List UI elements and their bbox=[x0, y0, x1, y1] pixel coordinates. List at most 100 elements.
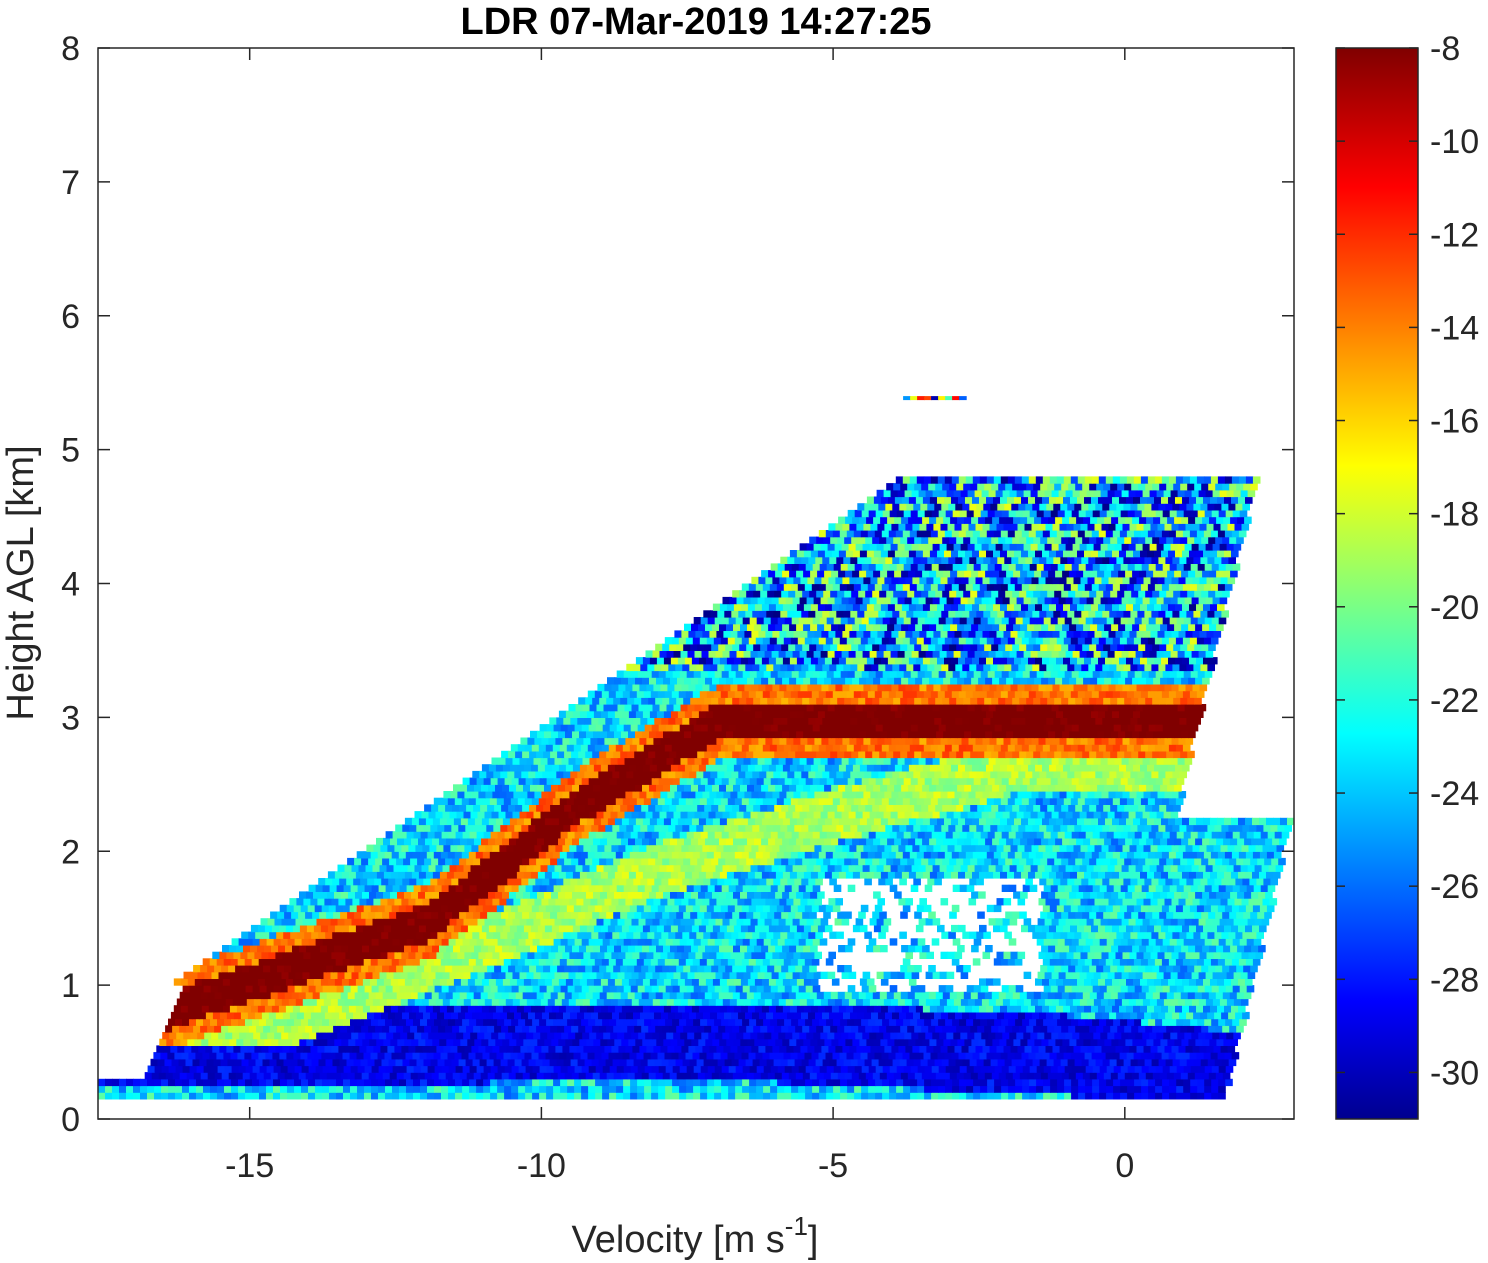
heatmap-cell bbox=[1120, 884, 1129, 892]
heatmap-cell bbox=[1173, 965, 1181, 973]
heatmap-cell bbox=[850, 1058, 859, 1067]
heatmap-cell bbox=[776, 904, 785, 913]
heatmap-cell bbox=[841, 998, 850, 1006]
heatmap-cell bbox=[291, 991, 300, 1000]
heatmap-cell bbox=[777, 1078, 785, 1087]
heatmap-cell bbox=[796, 924, 805, 933]
heatmap-cell bbox=[1176, 1078, 1184, 1087]
heatmap-cell bbox=[1182, 1052, 1191, 1060]
heatmap-cell bbox=[605, 878, 613, 886]
heatmap-cell bbox=[1018, 1011, 1026, 1020]
heatmap-cell bbox=[925, 864, 934, 872]
heatmap-cell bbox=[740, 945, 748, 953]
heatmap-cell bbox=[787, 1058, 796, 1067]
heatmap-cell bbox=[648, 1072, 657, 1080]
heatmap-cell bbox=[667, 1045, 675, 1053]
heatmap-cell bbox=[551, 978, 560, 986]
heatmap-cell bbox=[1040, 1072, 1049, 1080]
heatmap-cell bbox=[796, 945, 804, 953]
heatmap-cell bbox=[644, 985, 653, 993]
heatmap-cell bbox=[720, 1052, 729, 1060]
heatmap-cell bbox=[593, 871, 602, 879]
heatmap-cell bbox=[462, 1078, 470, 1087]
heatmap-cell bbox=[380, 951, 388, 959]
heatmap-cell bbox=[360, 878, 368, 886]
heatmap-cell bbox=[628, 945, 636, 953]
heatmap-cell bbox=[770, 1065, 779, 1073]
heatmap-cell bbox=[892, 1011, 900, 1020]
heatmap-cell bbox=[655, 1072, 664, 1080]
heatmap-cell bbox=[743, 971, 752, 979]
heatmap-cell bbox=[658, 1018, 666, 1026]
heatmap-cell bbox=[538, 904, 547, 913]
heatmap-cell bbox=[1154, 871, 1162, 879]
heatmap-cell bbox=[1150, 951, 1159, 959]
heatmap-cell bbox=[427, 985, 436, 993]
heatmap-cell bbox=[733, 978, 742, 986]
heatmap-cell bbox=[203, 1085, 211, 1093]
heatmap-cell bbox=[1124, 991, 1133, 1000]
heatmap-cell bbox=[375, 911, 383, 919]
heatmap-cell bbox=[676, 1072, 685, 1080]
heatmap-cell bbox=[1209, 945, 1217, 953]
heatmap-cell bbox=[536, 911, 544, 919]
heatmap-cell bbox=[1099, 1065, 1108, 1073]
heatmap-cell bbox=[259, 1018, 267, 1026]
heatmap-cell bbox=[210, 1092, 218, 1100]
heatmap-cell bbox=[763, 985, 772, 993]
heatmap-cell bbox=[390, 1005, 399, 1013]
heatmap-cell bbox=[793, 1045, 801, 1053]
heatmap-cell bbox=[795, 1072, 804, 1080]
heatmap-cell bbox=[314, 904, 323, 913]
heatmap-cell bbox=[606, 1072, 615, 1080]
heatmap-cell bbox=[343, 1078, 351, 1087]
heatmap-cell bbox=[163, 1045, 171, 1053]
heatmap-cell bbox=[736, 971, 745, 979]
heatmap-cell bbox=[774, 857, 782, 866]
heatmap-cell bbox=[343, 985, 352, 993]
heatmap-cell bbox=[333, 965, 341, 973]
heatmap-cell bbox=[683, 1025, 691, 1033]
heatmap-cell bbox=[816, 1025, 824, 1033]
heatmap-cell bbox=[358, 998, 367, 1006]
heatmap-cell bbox=[810, 945, 818, 953]
heatmap-cell bbox=[497, 985, 506, 993]
heatmap-cell bbox=[257, 924, 266, 933]
heatmap-cell bbox=[652, 1032, 660, 1040]
heatmap-cell bbox=[838, 1005, 847, 1013]
heatmap-cell bbox=[843, 1058, 852, 1067]
heatmap-cell bbox=[725, 991, 734, 1000]
heatmap-cell bbox=[1151, 1058, 1160, 1067]
heatmap-cell bbox=[1148, 884, 1157, 892]
heatmap-cell bbox=[1035, 871, 1043, 879]
heatmap-cell bbox=[825, 958, 834, 966]
heatmap-cell bbox=[1106, 938, 1115, 946]
heatmap-cell bbox=[1065, 864, 1074, 872]
heatmap-cell bbox=[1068, 911, 1076, 919]
heatmap-cell bbox=[419, 958, 428, 966]
heatmap-cell bbox=[834, 1032, 842, 1040]
heatmap-cell bbox=[683, 991, 692, 1000]
heatmap-cell bbox=[704, 991, 713, 1000]
heatmap-cell bbox=[1145, 1025, 1153, 1033]
heatmap-cell bbox=[1207, 1011, 1215, 1020]
heatmap-cell bbox=[254, 1011, 263, 1020]
heatmap-cell bbox=[915, 924, 924, 933]
heatmap-cell bbox=[1186, 931, 1194, 939]
heatmap-cell bbox=[1126, 958, 1135, 966]
heatmap-cell bbox=[977, 1025, 985, 1033]
heatmap-cell bbox=[1190, 985, 1199, 993]
heatmap-cell bbox=[845, 1038, 853, 1046]
heatmap-cell bbox=[540, 864, 549, 872]
heatmap-cell bbox=[1013, 891, 1021, 899]
heatmap-cell bbox=[841, 918, 850, 926]
heatmap-cell bbox=[1056, 1052, 1065, 1060]
heatmap-cell bbox=[199, 1058, 208, 1067]
heatmap-cell bbox=[1056, 958, 1065, 966]
heatmap-cell bbox=[410, 991, 419, 1000]
heatmap-cell bbox=[422, 1045, 430, 1053]
heatmap-cell bbox=[1214, 1058, 1223, 1067]
heatmap-cell bbox=[760, 1025, 768, 1033]
heatmap-cell bbox=[439, 891, 447, 899]
heatmap-cell bbox=[1169, 1092, 1177, 1100]
